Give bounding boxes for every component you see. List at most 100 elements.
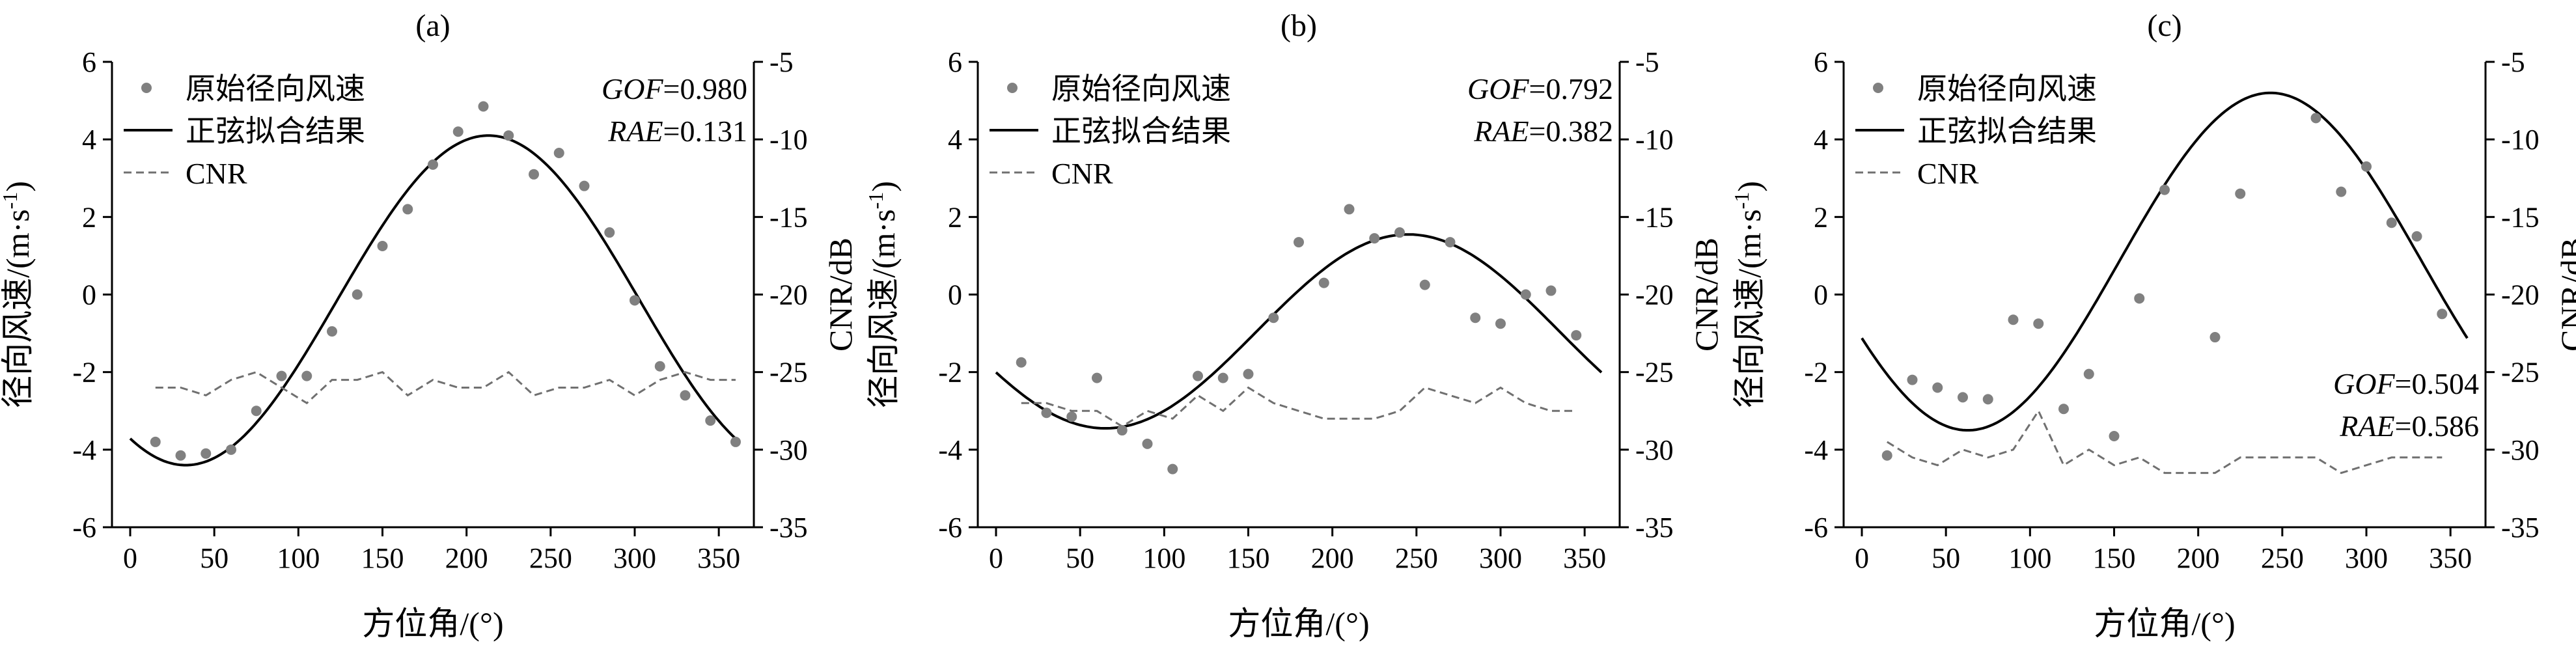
x-tick-label: 200 [2177, 542, 2220, 574]
x-tick-label: 200 [445, 542, 488, 574]
x-tick-label: 350 [1563, 542, 1606, 574]
radial-speed-point [1982, 394, 1993, 405]
radial-speed-point [201, 448, 212, 459]
legend-marker-points [141, 83, 152, 93]
x-tick-label: 0 [123, 542, 137, 574]
radial-speed-point [175, 450, 186, 461]
legend-label: 正弦拟合结果 [1917, 115, 2097, 148]
y-axis-label-close: ) [1731, 181, 1767, 192]
y-axis-label: 径向风速/(m·s-1) [0, 181, 36, 408]
y-tick-label: -2 [1804, 357, 1828, 389]
x-tick-label: 350 [697, 542, 740, 574]
radial-speed-point [1092, 372, 1102, 383]
y2-tick-label: -20 [769, 279, 808, 311]
y2-tick-label: -35 [769, 512, 808, 544]
x-tick-label: 200 [1311, 542, 1354, 574]
radial-speed-point [2008, 314, 2019, 325]
y-tick-label: -2 [938, 357, 962, 389]
y-axis-label-sup: -1 [864, 192, 887, 210]
radial-speed-point [1268, 312, 1279, 324]
y-axis-label-text: 径向风速/(m·s [0, 209, 36, 408]
gof-value: =0.792 [1529, 72, 1613, 105]
rae-value: =0.382 [1529, 115, 1613, 148]
radial-speed-point [402, 204, 413, 215]
y2-tick-label: -35 [1635, 512, 1674, 544]
radial-speed-point [2386, 217, 2397, 228]
radial-speed-point [1041, 407, 1052, 419]
radial-speed-point [1394, 227, 1405, 238]
y2-tick-label: -5 [769, 46, 794, 78]
radial-speed-point [2437, 309, 2448, 320]
y2-tick-label: -25 [769, 357, 808, 389]
legend-label: CNR [186, 157, 247, 190]
y2-tick-label: -25 [2501, 357, 2540, 389]
y-tick-label: -4 [938, 434, 962, 466]
y-axis-label-close: ) [865, 181, 902, 192]
x-tick-label: 300 [1479, 542, 1522, 574]
radial-speed-point [1571, 330, 1582, 341]
legend-label: 原始径向风速 [186, 72, 365, 105]
radial-speed-point [1217, 372, 1228, 383]
legend-label: 原始径向风速 [1051, 72, 1231, 105]
x-tick-label: 100 [1143, 542, 1185, 574]
radial-speed-point [226, 444, 236, 455]
y-tick-label: 2 [1814, 201, 1828, 233]
cnr-line [155, 370, 736, 405]
y-axis-label-sup: -1 [0, 192, 21, 210]
legend-label: 正弦拟合结果 [1051, 115, 1231, 148]
y2-tick-label: -15 [2501, 201, 2540, 233]
radial-speed-point [2109, 430, 2120, 441]
x-tick-label: 100 [277, 542, 320, 574]
cnr-line [1021, 386, 1577, 428]
panel-title: (b) [1281, 8, 1317, 43]
gof-value: =0.504 [2395, 367, 2479, 400]
y2-tick-label: -25 [1635, 357, 1674, 389]
rae-label: RAE [1473, 115, 1529, 148]
y-tick-label: 0 [82, 279, 96, 311]
y-tick-label: 6 [1814, 46, 1828, 78]
cnr-line [1887, 409, 2443, 475]
radial-speed-point [1369, 233, 1380, 244]
rae-value: =0.586 [2395, 409, 2479, 443]
gof-annotation: GOF=0.980 [602, 72, 747, 105]
radial-speed-point [276, 370, 287, 381]
rae-annotation: RAE=0.586 [2339, 409, 2479, 443]
radial-speed-point [1243, 368, 1254, 379]
y2-tick-label: -20 [2501, 279, 2540, 311]
radial-speed-point [1545, 285, 1557, 296]
radial-speed-point [1907, 374, 1918, 385]
y2-axis-label: CNR/dB [2554, 238, 2576, 351]
legend-label: CNR [1917, 157, 1979, 190]
radial-speed-point [1116, 425, 1128, 436]
x-tick-label: 150 [2093, 542, 2136, 574]
rae-value: =0.131 [663, 115, 747, 148]
x-axis-label: 方位角/(°) [362, 605, 503, 642]
gof-label: GOF [2333, 367, 2395, 400]
legend-marker-points [1007, 83, 1018, 93]
y-tick-label: 2 [82, 201, 96, 233]
y2-tick-label: -30 [1635, 434, 1674, 466]
rae-annotation: RAE=0.382 [1473, 115, 1613, 148]
radial-speed-point [2336, 186, 2347, 197]
radial-speed-point [1016, 357, 1027, 368]
legend-label: 原始径向风速 [1917, 72, 2097, 105]
y-tick-label: -4 [72, 434, 96, 466]
radial-speed-point [1445, 237, 1456, 248]
y2-tick-label: -30 [2501, 434, 2540, 466]
y-tick-label: 0 [1814, 279, 1828, 311]
y-tick-label: -4 [1804, 434, 1828, 466]
rae-label: RAE [607, 115, 663, 148]
radial-speed-point [428, 159, 438, 170]
radial-speed-point [1193, 370, 1203, 381]
radial-speed-point [2033, 318, 2044, 329]
y2-tick-label: -35 [2501, 512, 2540, 544]
y2-tick-label: -5 [1635, 46, 1659, 78]
radial-speed-point [1066, 411, 1077, 422]
panel-c: (c)0 50 100 150 200 250 300 350-6-4-20246-35-30… [1730, 8, 2576, 642]
radial-speed-point [478, 101, 489, 112]
y2-axis-label: CNR/dB [1688, 238, 1724, 351]
x-tick-label: 250 [2261, 542, 2304, 574]
y-tick-label: 4 [1814, 124, 1828, 156]
radial-speed-point [579, 180, 590, 191]
